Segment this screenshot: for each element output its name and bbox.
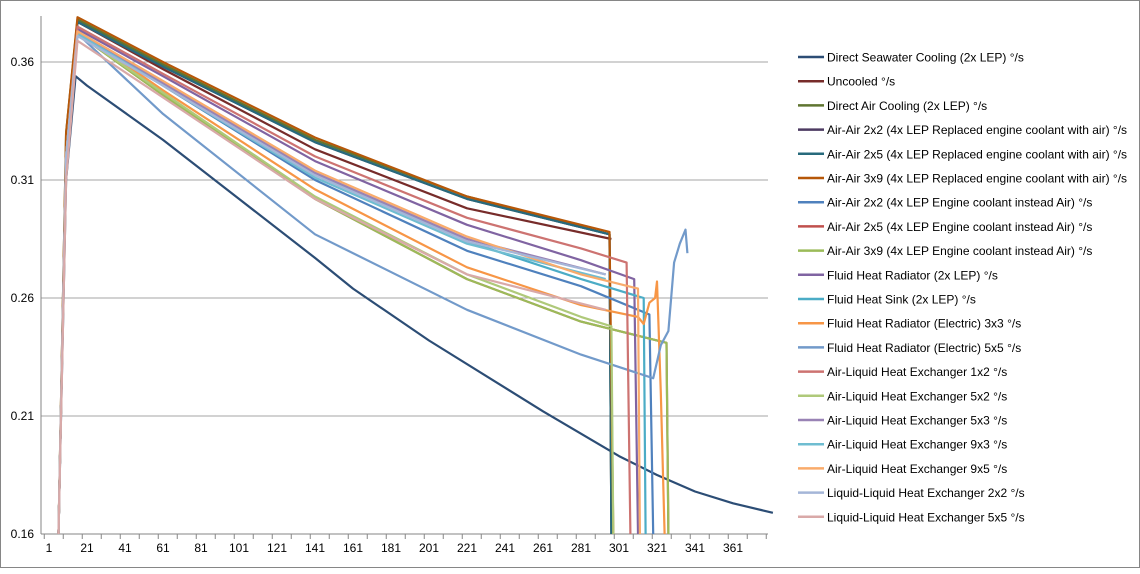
legend-label: Air-Liquid Heat Exchanger 9x3 °/s — [827, 438, 1007, 452]
legend-label: Air-Air 2x2 (4x LEP Engine coolant inste… — [827, 196, 1092, 210]
series-line-1 — [57, 75, 774, 535]
legend-label: Air-Air 3x9 (4x LEP Engine coolant inste… — [827, 244, 1092, 258]
series-line-3 — [57, 18, 613, 535]
legend-label: Air-Air 2x5 (4x LEP Engine coolant inste… — [827, 220, 1092, 234]
legend: Direct Seawater Cooling (2x LEP) °/s Unco… — [798, 51, 1127, 524]
legend-label: Air-Air 2x2 (4x LEP Replaced engine cool… — [827, 123, 1127, 137]
series-line-10 — [57, 27, 640, 535]
series-line-17 — [57, 32, 606, 535]
y-tick-label: 0.31 — [11, 173, 35, 187]
series-line-6 — [57, 16, 615, 535]
x-tick-label: 81 — [194, 541, 208, 555]
x-tick-label: 341 — [685, 541, 705, 555]
legend-label: Direct Air Cooling (2x LEP) °/s — [827, 99, 987, 113]
x-tick-label: 361 — [723, 541, 743, 555]
y-tick-label: 0.16 — [11, 527, 35, 541]
x-tick-label: 281 — [571, 541, 591, 555]
legend-label: Air-Liquid Heat Exchanger 5x2 °/s — [827, 389, 1007, 403]
legend-label: Air-Air 3x9 (4x LEP Replaced engine cool… — [827, 172, 1127, 186]
x-tick-label: 61 — [156, 541, 170, 555]
x-tick-label: 201 — [419, 541, 439, 555]
series-lines — [57, 16, 774, 535]
y-tick-label: 0.21 — [11, 409, 35, 423]
x-tick-label: 301 — [609, 541, 629, 555]
series-line-5 — [57, 20, 613, 535]
series-line-7 — [57, 30, 655, 535]
series-line-20 — [57, 39, 606, 535]
series-line-16 — [57, 32, 606, 535]
y-tick-label: 0.36 — [11, 55, 35, 69]
series-line-19 — [57, 34, 606, 535]
x-tick-label: 101 — [229, 541, 249, 555]
axes: 0.160.210.260.310.361 21 41 61 81 101 121 141 16… — [11, 16, 768, 555]
legend-label: Direct Seawater Cooling (2x LEP) °/s — [827, 51, 1024, 65]
x-tick-label: 221 — [457, 541, 477, 555]
legend-label: Fluid Heat Radiator (Electric) 3x3 °/s — [827, 317, 1021, 331]
legend-label: Fluid Heat Radiator (2x LEP) °/s — [827, 268, 998, 282]
series-line-4 — [57, 20, 613, 535]
x-tick-label: 121 — [267, 541, 287, 555]
legend-label: Air-Liquid Heat Exchanger 9x5 °/s — [827, 462, 1007, 476]
series-line-13 — [57, 32, 689, 535]
legend-label: Air-Air 2x5 (4x LEP Replaced engine cool… — [827, 147, 1127, 161]
y-tick-label: 0.26 — [11, 291, 35, 305]
legend-label: Liquid-Liquid Heat Exchanger 2x2 °/s — [827, 486, 1025, 500]
legend-label: Air-Liquid Heat Exchanger 5x3 °/s — [827, 414, 1007, 428]
x-tick-label: 21 — [80, 541, 94, 555]
x-tick-label: 1 — [46, 541, 53, 555]
legend-label: Air-Liquid Heat Exchanger 1x2 °/s — [827, 365, 1007, 379]
legend-label: Liquid-Liquid Heat Exchanger 5x5 °/s — [827, 510, 1025, 524]
legend-label: Fluid Heat Radiator (Electric) 5x5 °/s — [827, 341, 1021, 355]
x-tick-label: 181 — [381, 541, 401, 555]
legend-label: Fluid Heat Sink (2x LEP) °/s — [827, 293, 976, 307]
series-line-15 — [57, 32, 615, 535]
x-tick-label: 241 — [495, 541, 515, 555]
series-line-11 — [57, 30, 647, 535]
legend-label: Uncooled °/s — [827, 75, 895, 89]
x-tick-label: 321 — [647, 541, 667, 555]
x-tick-label: 161 — [343, 541, 363, 555]
x-tick-label: 41 — [118, 541, 132, 555]
series-line-12 — [57, 30, 666, 535]
x-tick-label: 261 — [533, 541, 553, 555]
x-tick-label: 141 — [305, 541, 325, 555]
series-line-2 — [57, 20, 612, 535]
series-line-18 — [57, 30, 641, 535]
